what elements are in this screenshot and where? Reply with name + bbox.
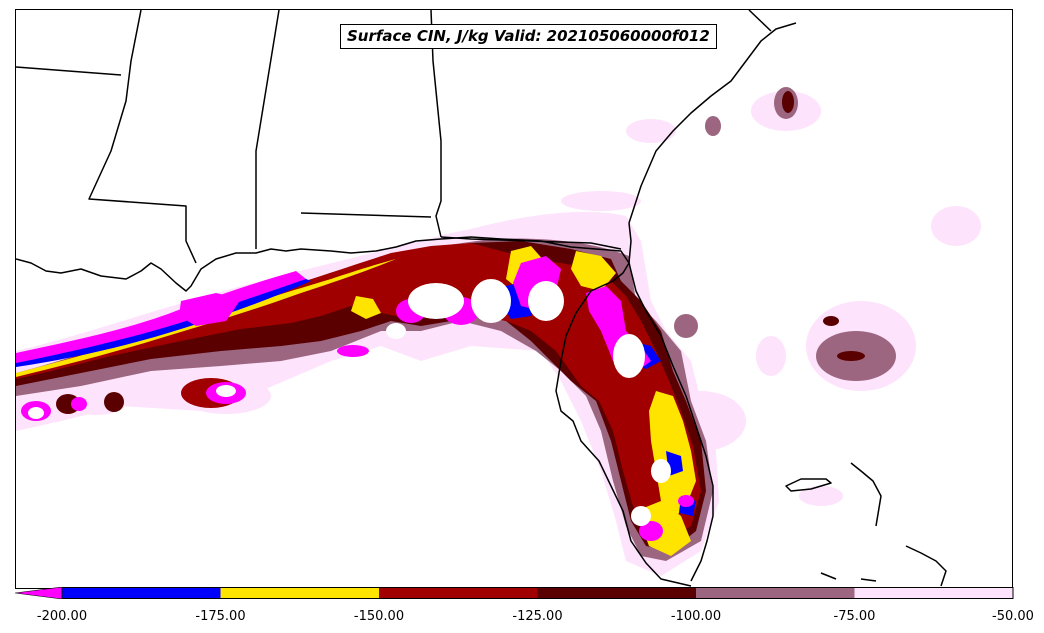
colorbar-under-triangle — [15, 587, 63, 599]
colorbar-tick-label: -175.00 — [195, 609, 246, 624]
al-fl-line — [300, 212, 432, 218]
colorbar-bin-0 — [62, 587, 221, 599]
bahamas-island-2 — [850, 462, 882, 527]
ga-sc-border — [748, 10, 772, 32]
colorbar-tick-label: -50.00 — [992, 609, 1034, 624]
atlantic-coast — [628, 22, 797, 224]
colorbar-bin-5 — [854, 587, 1013, 599]
ms-al-border — [255, 10, 280, 249]
map-panel: Surface CIN, J/kg Valid: 202105060000f01… — [15, 9, 1013, 589]
colorbar — [15, 587, 1014, 599]
keys-fragment-2 — [860, 578, 877, 582]
colorbar-tick-label: -200.00 — [36, 609, 88, 624]
colorbar-tick-label: -100.00 — [670, 609, 722, 624]
map-title: Surface CIN, J/kg Valid: 202105060000f01… — [340, 24, 717, 49]
colorbar-bin-2 — [379, 587, 538, 599]
florida-west-coast — [555, 262, 692, 587]
colorbar-tick-label: -150.00 — [353, 609, 405, 624]
colorbar-tick-label: -125.00 — [512, 609, 563, 624]
bahamas-island-1 — [785, 478, 832, 492]
colorbar-bin-4 — [696, 587, 855, 599]
cin-field-holes — [28, 279, 671, 526]
coastlines-and-state-borders — [16, 10, 947, 587]
keys-fragment — [820, 572, 837, 580]
la-ms-border — [88, 10, 197, 264]
cuba-coast — [905, 545, 947, 587]
ar-la-border — [16, 66, 122, 76]
gulf-coastline — [16, 236, 630, 292]
florida-east-coast — [628, 222, 714, 582]
al-ga-border — [430, 10, 442, 238]
colorbar-tick-label: -75.00 — [833, 609, 876, 624]
colorbar-bin-3 — [537, 587, 696, 599]
colorbar-bin-1 — [220, 587, 379, 599]
colorbar-outline — [61, 587, 1014, 599]
cin-map — [16, 10, 981, 587]
ga-fl-border — [440, 236, 622, 250]
